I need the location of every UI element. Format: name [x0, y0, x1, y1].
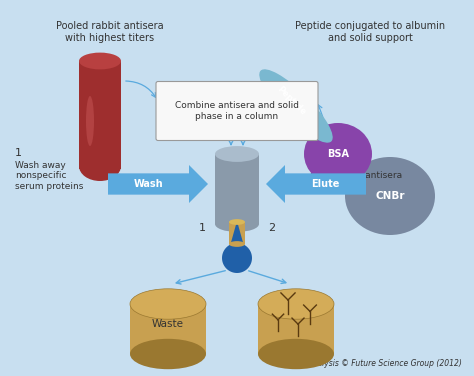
- Polygon shape: [258, 304, 334, 354]
- Ellipse shape: [229, 241, 245, 247]
- Text: Peptide: Peptide: [275, 85, 307, 117]
- Ellipse shape: [79, 151, 121, 181]
- Text: 1: 1: [199, 223, 206, 233]
- Text: CNBr: CNBr: [375, 191, 405, 201]
- Text: 1: 1: [15, 148, 22, 158]
- Polygon shape: [130, 304, 206, 354]
- Ellipse shape: [130, 339, 206, 369]
- Ellipse shape: [304, 123, 372, 185]
- Text: Bioanalysis © Future Science Group (2012): Bioanalysis © Future Science Group (2012…: [296, 359, 462, 368]
- Polygon shape: [266, 165, 366, 203]
- Text: 2: 2: [310, 148, 317, 158]
- Text: Combine antisera and solid
phase in a column: Combine antisera and solid phase in a co…: [175, 101, 299, 121]
- Text: Elute bound
antipeptide antisera: Elute bound antipeptide antisera: [310, 161, 402, 180]
- Text: Waste: Waste: [152, 319, 184, 329]
- Ellipse shape: [229, 219, 245, 225]
- Ellipse shape: [259, 69, 333, 143]
- Ellipse shape: [258, 339, 334, 369]
- Ellipse shape: [215, 216, 259, 232]
- Ellipse shape: [130, 289, 206, 319]
- Ellipse shape: [86, 96, 94, 146]
- Polygon shape: [108, 165, 208, 203]
- Text: Wash away
nonspecific
serum proteins: Wash away nonspecific serum proteins: [15, 161, 83, 191]
- Polygon shape: [215, 154, 259, 224]
- Ellipse shape: [258, 289, 334, 319]
- FancyBboxPatch shape: [156, 82, 318, 141]
- Polygon shape: [229, 222, 245, 244]
- Text: Peptide conjugated to albumin
and solid support: Peptide conjugated to albumin and solid …: [295, 21, 445, 42]
- Ellipse shape: [345, 157, 435, 235]
- Polygon shape: [79, 61, 121, 169]
- Text: 2: 2: [268, 223, 275, 233]
- Text: BSA: BSA: [327, 149, 349, 159]
- Ellipse shape: [215, 146, 259, 162]
- Text: Elute: Elute: [311, 179, 340, 189]
- Polygon shape: [230, 221, 244, 246]
- Text: Pooled rabbit antisera
with highest titers: Pooled rabbit antisera with highest tite…: [56, 21, 164, 42]
- Polygon shape: [222, 243, 252, 273]
- Ellipse shape: [79, 53, 121, 70]
- Text: Wash: Wash: [134, 179, 164, 189]
